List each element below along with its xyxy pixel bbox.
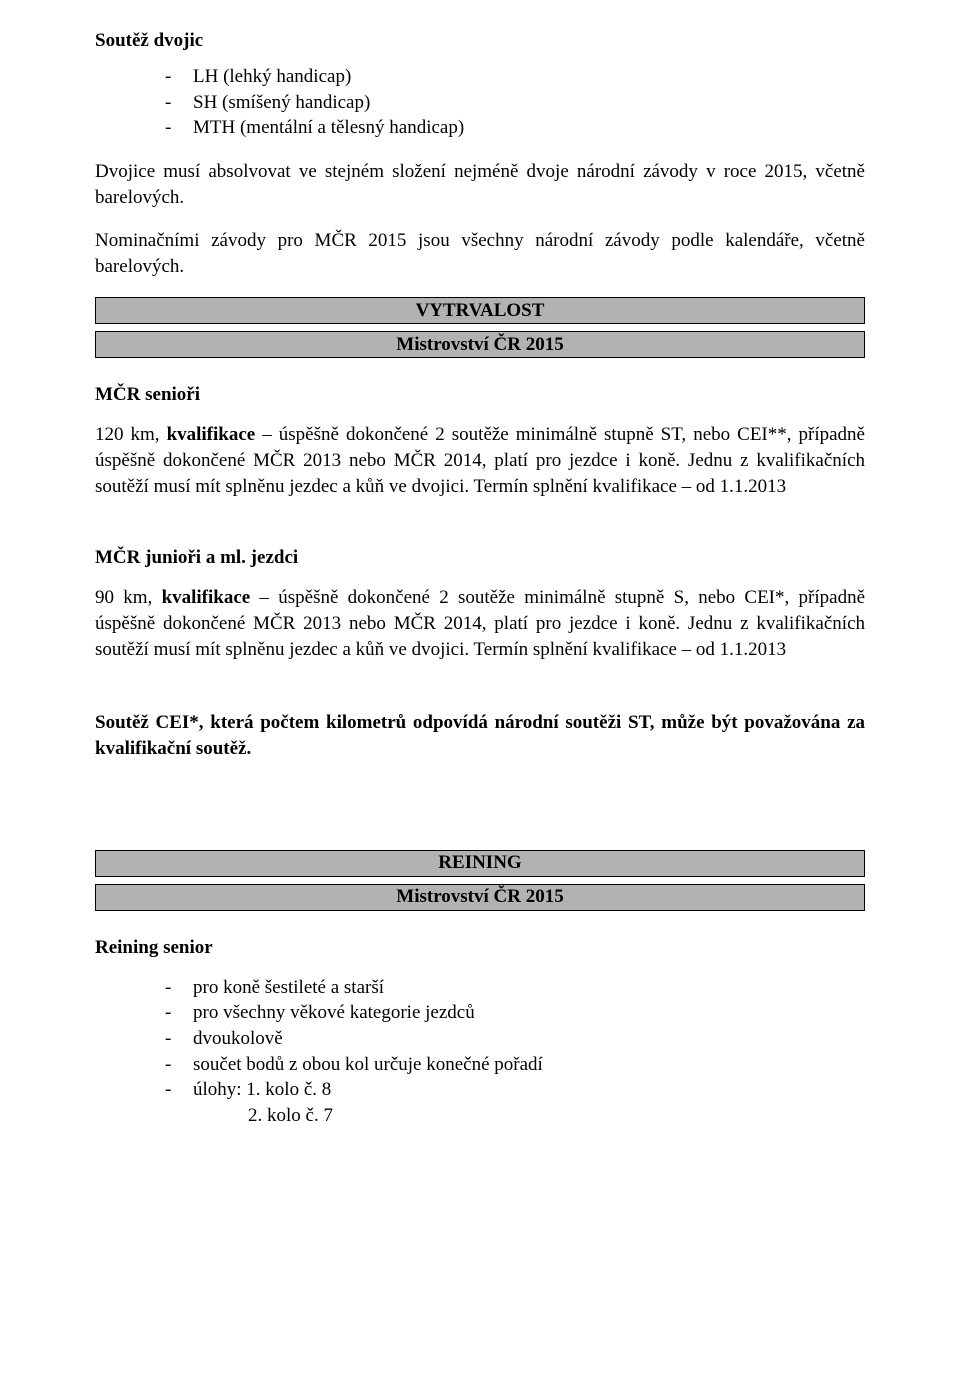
label-mcr-seniori: MČR senioři xyxy=(95,384,865,406)
spacer xyxy=(95,517,865,547)
banner-mistrovstvi-2: Mistrovství ČR 2015 xyxy=(95,884,865,911)
paragraph-seniori: 120 km, kvalifikace – úspěšně dokončené … xyxy=(95,422,865,499)
paragraph-seniori-text: 120 km, kvalifikace – úspěšně dokončené … xyxy=(95,424,865,496)
list-item: - MTH (mentální a tělesný handicap) xyxy=(165,115,865,141)
bullet-dash: - xyxy=(165,1000,193,1026)
list-item: - SH (smíšený handicap) xyxy=(165,90,865,116)
bullet-dash: - xyxy=(165,90,193,116)
bullet-dash: - xyxy=(165,1052,193,1078)
list-item: - dvoukolově xyxy=(165,1026,865,1052)
bullet-text: součet bodů z obou kol určuje konečné po… xyxy=(193,1052,543,1078)
paragraph-nominacnimi: Nominačními závody pro MČR 2015 jsou vše… xyxy=(95,228,865,279)
list-item-continuation: 2. kolo č. 7 xyxy=(165,1103,865,1129)
spacer xyxy=(95,680,865,710)
bullet-text: LH (lehký handicap) xyxy=(193,64,351,90)
banner-reining: REINING xyxy=(95,850,865,877)
label-mcr-juniori: MČR junioři a ml. jezdci xyxy=(95,547,865,569)
spacer xyxy=(95,780,865,850)
paragraph-cei: Soutěž CEI*, která počtem kilometrů odpo… xyxy=(95,710,865,761)
bullet-text: MTH (mentální a tělesný handicap) xyxy=(193,115,464,141)
heading-soutez-dvojic: Soutěž dvojic xyxy=(95,30,865,52)
list-item: - součet bodů z obou kol určuje konečné … xyxy=(165,1052,865,1078)
bullet-dash: - xyxy=(165,1077,193,1103)
banner-mistrovstvi-1: Mistrovství ČR 2015 xyxy=(95,331,865,358)
bullet-dash xyxy=(165,1103,193,1129)
bullet-dash: - xyxy=(165,975,193,1001)
bullet-text: 2. kolo č. 7 xyxy=(193,1103,333,1129)
bullet-dash: - xyxy=(165,115,193,141)
bullet-text: pro koně šestileté a starší xyxy=(193,975,384,1001)
paragraph-dvojice: Dvojice musí absolvovat ve stejném slože… xyxy=(95,159,865,210)
bullet-dash: - xyxy=(165,1026,193,1052)
paragraph-juniori: 90 km, kvalifikace – úspěšně dokončené 2… xyxy=(95,585,865,662)
list-item: - úlohy: 1. kolo č. 8 xyxy=(165,1077,865,1103)
reining-bullet-list: - pro koně šestileté a starší - pro všec… xyxy=(165,975,865,1129)
list-item: - pro všechny věkové kategorie jezdců xyxy=(165,1000,865,1026)
label-reining-senior: Reining senior xyxy=(95,937,865,959)
banner-vytrvalost: VYTRVALOST xyxy=(95,297,865,324)
bullet-text: úlohy: 1. kolo č. 8 xyxy=(193,1077,331,1103)
bullet-text: SH (smíšený handicap) xyxy=(193,90,370,116)
list-item: - pro koně šestileté a starší xyxy=(165,975,865,1001)
list-item: - LH (lehký handicap) xyxy=(165,64,865,90)
paragraph-juniori-text: 90 km, kvalifikace – úspěšně dokončené 2… xyxy=(95,587,865,659)
page: Soutěž dvojic - LH (lehký handicap) - SH… xyxy=(0,0,960,1168)
bullet-text: dvoukolově xyxy=(193,1026,283,1052)
bullet-text: pro všechny věkové kategorie jezdců xyxy=(193,1000,475,1026)
bullet-dash: - xyxy=(165,64,193,90)
top-bullet-list: - LH (lehký handicap) - SH (smíšený hand… xyxy=(165,64,865,141)
